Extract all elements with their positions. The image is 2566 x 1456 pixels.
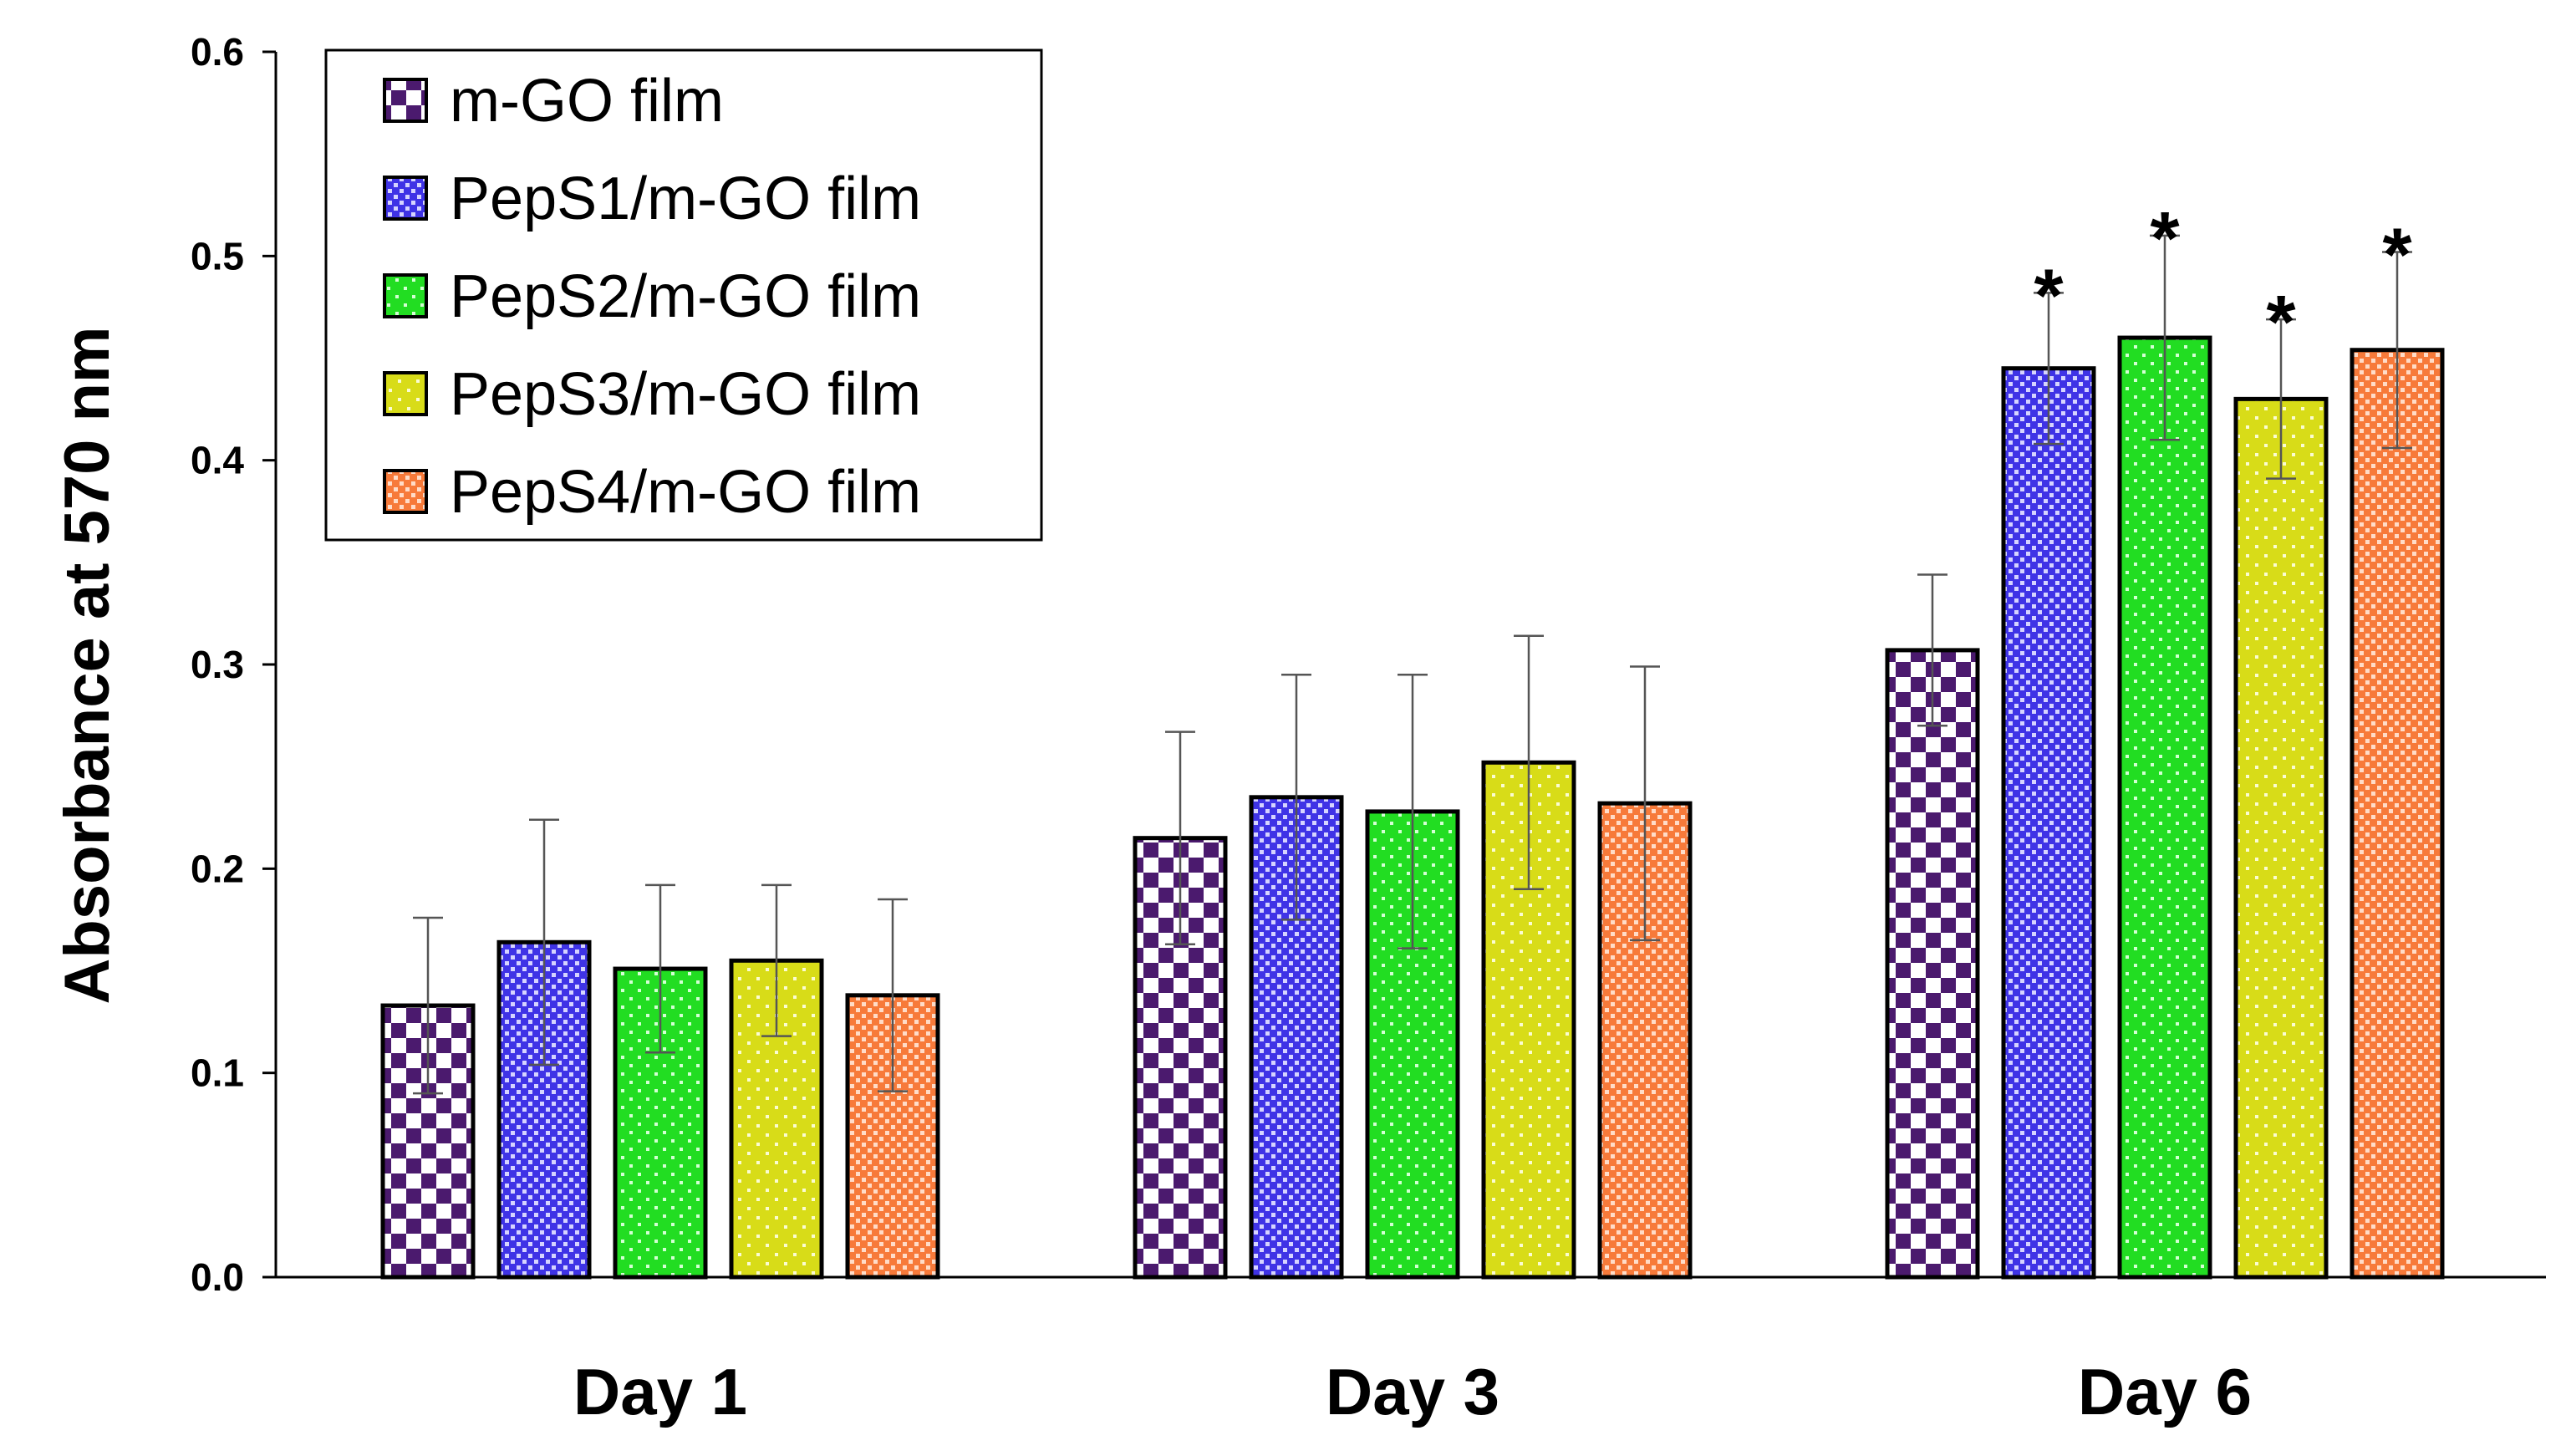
category-label: Day 6 bbox=[2078, 1355, 2252, 1428]
bar bbox=[2233, 396, 2329, 1280]
y-axis-title: Absorbance at 570 nm bbox=[52, 327, 123, 1005]
legend-swatch bbox=[383, 176, 428, 221]
bar bbox=[2350, 348, 2445, 1280]
legend-swatch bbox=[383, 273, 428, 318]
bar bbox=[1885, 648, 1980, 1280]
y-tick-label: 0.2 bbox=[191, 847, 244, 890]
legend-swatch bbox=[383, 371, 428, 416]
bar bbox=[2117, 335, 2212, 1280]
legend-swatch bbox=[383, 78, 428, 123]
y-tick-label: 0.5 bbox=[191, 234, 244, 277]
significance-star: * bbox=[2382, 213, 2411, 297]
y-tick-label: 0.4 bbox=[191, 439, 244, 482]
legend-label: PepS4/m-GO film bbox=[450, 459, 921, 526]
legend-label: PepS1/m-GO film bbox=[450, 165, 921, 232]
significance-star: * bbox=[2150, 197, 2179, 281]
legend-swatch bbox=[383, 469, 428, 514]
y-tick-label: 0.1 bbox=[191, 1051, 244, 1095]
bar bbox=[2001, 366, 2096, 1280]
category-label: Day 1 bbox=[573, 1355, 747, 1428]
legend-label: m-GO film bbox=[450, 68, 724, 135]
legend-label: PepS3/m-GO film bbox=[450, 361, 921, 428]
significance-star: * bbox=[2266, 281, 2295, 364]
bar bbox=[1481, 760, 1576, 1280]
legend-label: PepS2/m-GO film bbox=[450, 263, 921, 330]
y-tick-label: 0.6 bbox=[191, 30, 244, 74]
y-tick-label: 0.0 bbox=[191, 1255, 244, 1299]
y-tick-label: 0.3 bbox=[191, 643, 244, 686]
legend-box bbox=[324, 48, 1043, 542]
category-label: Day 3 bbox=[1326, 1355, 1499, 1428]
y-axis: 0.0 0.1 0.2 0.3 0.4 0.5 0.6 bbox=[191, 30, 277, 1299]
legend: m-GO film PepS1/m-GO film PepS2/m-GO film P… bbox=[324, 48, 1043, 542]
significance-star: * bbox=[2034, 254, 2063, 338]
